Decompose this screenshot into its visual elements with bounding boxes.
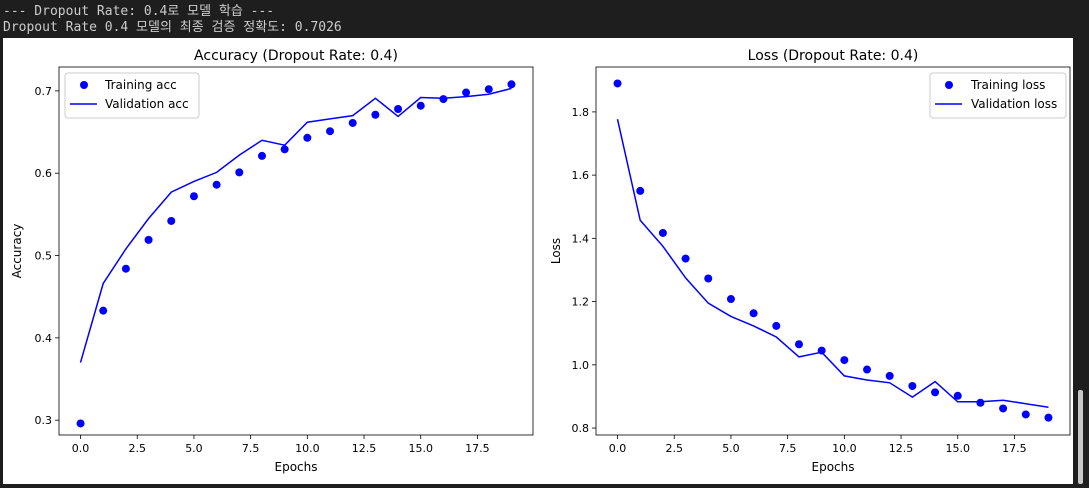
y-tick-label: 1.8	[572, 106, 590, 119]
accuracy-axes-frame	[58, 66, 534, 436]
training-acc-point	[167, 216, 176, 225]
output-scrollbar[interactable]	[1073, 38, 1089, 484]
x-tick-label: 7.5	[779, 442, 797, 455]
training-acc-point	[462, 88, 471, 97]
training-acc-point	[144, 235, 153, 244]
training-loss-point	[794, 340, 803, 349]
training-acc-point	[99, 306, 108, 315]
training-acc-point	[212, 180, 221, 189]
training-acc-point	[416, 101, 425, 110]
loss-chart: Loss (Dropout Rate: 0.4) 0.0 2.5 5.0 7.5 10.…	[549, 48, 1071, 474]
training-loss-point	[953, 391, 962, 400]
training-loss-point	[908, 381, 917, 390]
figure-svg: Accuracy (Dropout Rate: 0.4) 0.0 2.5 5.0 7.…	[10, 48, 1071, 474]
console-output: --- Dropout Rate: 0.4로 모델 학습 --- Dropout…	[0, 0, 1089, 38]
y-tick-label: 0.8	[572, 422, 590, 435]
training-loss-point	[613, 79, 622, 88]
x-tick-label: 12.5	[352, 442, 377, 455]
x-tick-label: 5.0	[185, 442, 203, 455]
x-tick-label: 0.0	[609, 442, 627, 455]
loss-axes-frame	[595, 66, 1071, 436]
loss-x-axis-label: Epochs	[812, 460, 855, 474]
loss-chart-title: Loss (Dropout Rate: 0.4)	[748, 48, 919, 64]
training-acc-point	[371, 110, 380, 119]
loss-y-axis-label: Loss	[549, 238, 563, 264]
y-tick-label: 1.2	[572, 296, 590, 309]
training-acc-point	[257, 151, 266, 160]
validation-acc-line	[79, 87, 512, 363]
y-tick-label: 0.4	[35, 332, 53, 345]
training-acc-point	[303, 133, 312, 142]
training-acc-point	[235, 168, 244, 177]
training-loss-point	[931, 388, 940, 397]
training-acc-point	[121, 264, 130, 273]
loss-tick-layer: 0.0 2.5 5.0 7.5 10.0 12.5 15.0 17.5 0.8 1.0 1.2 1.4…	[572, 106, 1027, 455]
loss-mark-layer	[613, 79, 1053, 422]
accuracy-y-axis-label: Accuracy	[10, 224, 24, 279]
y-tick-label: 0.5	[35, 250, 53, 263]
training-loss-point	[840, 356, 849, 365]
y-tick-label: 0.7	[35, 85, 53, 98]
accuracy-chart-title: Accuracy (Dropout Rate: 0.4)	[194, 48, 398, 64]
x-tick-label: 17.5	[1002, 442, 1027, 455]
training-loss-point	[1021, 410, 1030, 419]
x-tick-label: 7.5	[242, 442, 260, 455]
training-loss-point	[681, 254, 690, 263]
training-loss-point	[885, 371, 894, 380]
x-tick-label: 0.0	[72, 442, 90, 455]
legend-validation-loss: Validation loss	[971, 97, 1057, 111]
training-loss-point	[976, 398, 985, 407]
x-tick-label: 5.0	[722, 442, 740, 455]
y-tick-label: 1.0	[572, 359, 590, 372]
training-loss-point	[1044, 413, 1053, 422]
legend-training-acc: Training acc	[104, 78, 177, 92]
x-tick-label: 2.5	[128, 442, 146, 455]
training-loss-point	[704, 274, 713, 283]
x-tick-label: 15.0	[945, 442, 970, 455]
accuracy-x-axis-label: Epochs	[275, 460, 318, 474]
training-acc-point	[189, 192, 198, 201]
training-acc-point	[439, 95, 448, 104]
training-acc-point	[76, 419, 85, 428]
training-loss-point	[749, 309, 758, 318]
x-tick-label: 17.5	[465, 442, 490, 455]
x-tick-label: 2.5	[665, 442, 683, 455]
console-line-2: Dropout Rate 0.4 모델의 최종 검증 정확도: 0.7026	[3, 20, 342, 35]
y-tick-label: 0.3	[35, 414, 53, 427]
x-tick-label: 12.5	[889, 442, 914, 455]
y-tick-label: 1.4	[572, 232, 590, 245]
training-loss-point	[772, 321, 781, 330]
y-tick-label: 1.6	[572, 169, 590, 182]
legend-training-loss: Training loss	[970, 78, 1045, 92]
y-tick-label: 0.6	[35, 167, 53, 180]
console-line-1: --- Dropout Rate: 0.4로 모델 학습 ---	[3, 4, 275, 19]
training-acc-point	[326, 127, 335, 136]
training-loss-point	[726, 295, 735, 304]
x-tick-label: 15.0	[408, 442, 433, 455]
accuracy-tick-layer: 0.0 2.5 5.0 7.5 10.0 12.5 15.0 17.5 0.3 0.4 0.5 0.6…	[35, 85, 490, 455]
loss-legend: Training loss Validation loss	[929, 72, 1067, 119]
x-tick-label: 10.0	[832, 442, 857, 455]
training-loss-point	[999, 404, 1008, 413]
legend-validation-acc: Validation acc	[105, 97, 189, 111]
x-tick-label: 10.0	[295, 442, 320, 455]
validation-loss-line	[616, 119, 1049, 408]
accuracy-mark-layer	[76, 80, 516, 428]
legend-dot-marker	[80, 81, 88, 89]
training-loss-point	[658, 228, 667, 237]
scrollbar-thumb[interactable]	[1078, 390, 1083, 484]
training-acc-point	[484, 85, 493, 94]
training-acc-point	[280, 145, 289, 154]
accuracy-chart: Accuracy (Dropout Rate: 0.4) 0.0 2.5 5.0 7.…	[10, 48, 534, 474]
training-acc-point	[394, 104, 403, 113]
training-loss-point	[636, 186, 645, 195]
figure-canvas: Accuracy (Dropout Rate: 0.4) 0.0 2.5 5.0 7.…	[3, 38, 1073, 484]
training-acc-point	[507, 80, 516, 89]
training-acc-point	[348, 118, 357, 127]
legend-dot-marker	[945, 81, 953, 89]
accuracy-legend-box	[64, 72, 200, 119]
accuracy-legend: Training acc Validation acc	[64, 72, 200, 119]
loss-legend-box	[929, 72, 1067, 119]
training-loss-point	[863, 365, 872, 374]
